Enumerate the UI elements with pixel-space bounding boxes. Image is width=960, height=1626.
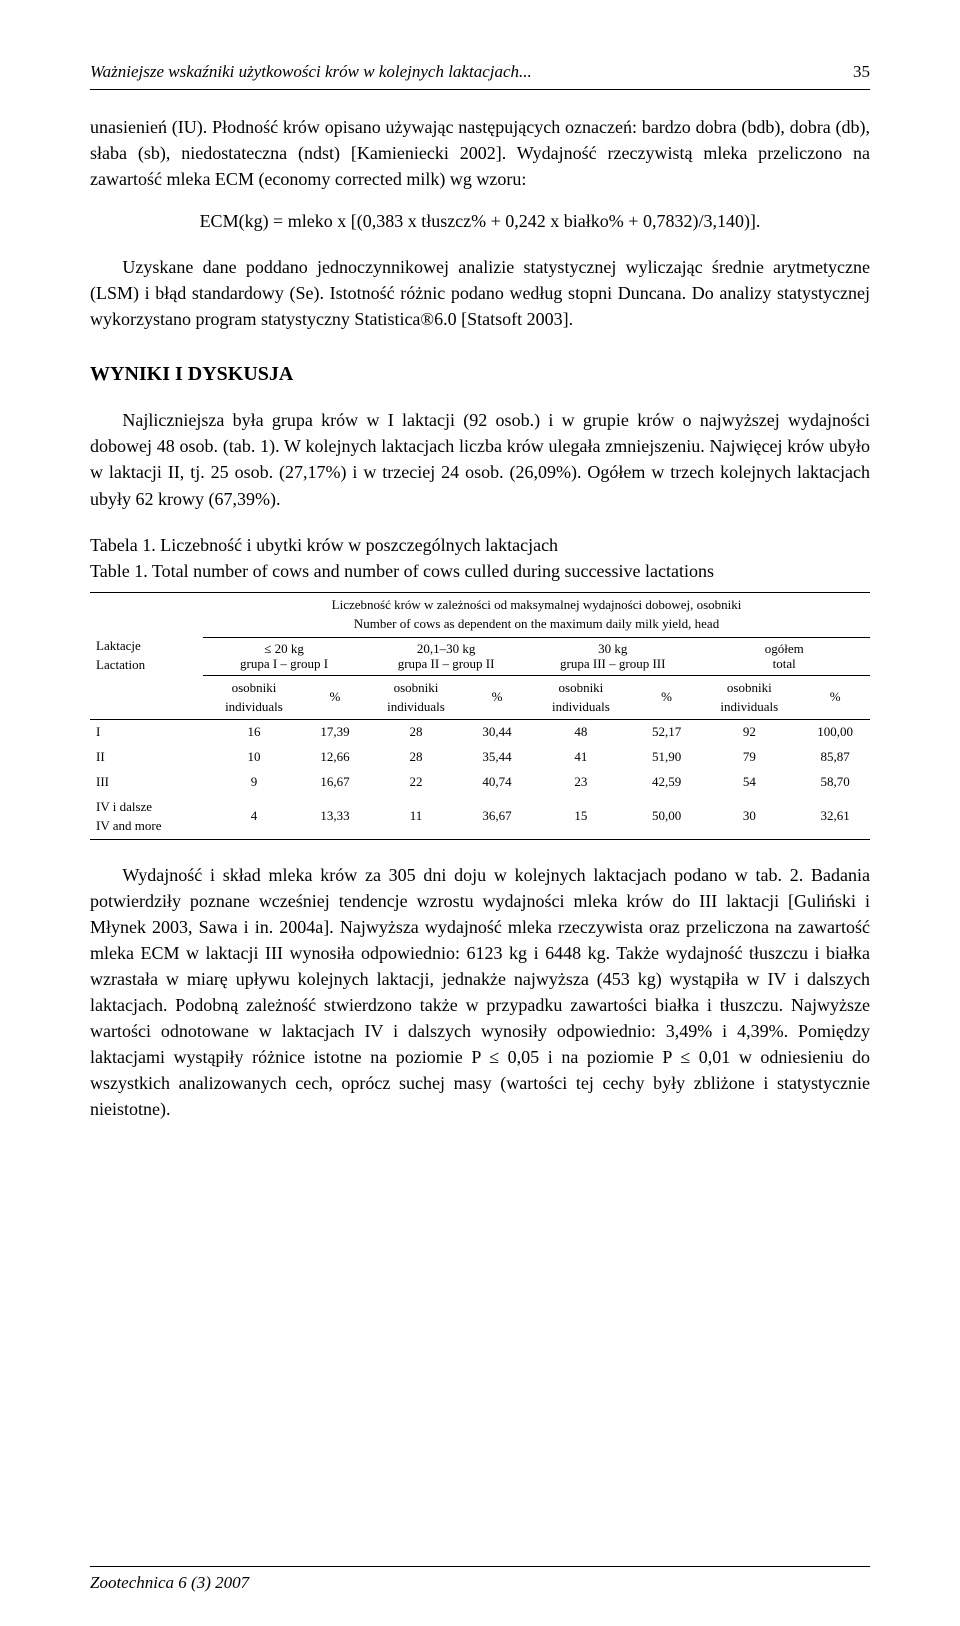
table1-subcol-pct: %	[467, 675, 527, 720]
table1-group-3: 30 kg grupa III – group III	[527, 637, 698, 675]
table-row: II 10 12,66 28 35,44 41 51,90 79 85,87	[90, 745, 870, 770]
page-number: 35	[853, 60, 870, 85]
table1-subcol: osobnikiindividuals	[698, 675, 800, 720]
table1-subcol: osobnikiindividuals	[527, 675, 635, 720]
table1-subcol-pct: %	[305, 675, 365, 720]
paragraph-2: Uzyskane dane poddano jednoczynnikowej a…	[90, 254, 870, 332]
table1-subcol: osobnikiindividuals	[365, 675, 467, 720]
table1-subcol-pct: %	[800, 675, 870, 720]
table-row: IV i dalsze IV and more 4 13,33 11 36,67…	[90, 795, 870, 839]
section-heading-results: WYNIKI I DYSKUSJA	[90, 360, 870, 389]
table1-group-1: ≤ 20 kg grupa I – group I	[203, 637, 365, 675]
paragraph-3: Najliczniejsza była grupa krów w I lakta…	[90, 407, 870, 511]
table-row: I 16 17,39 28 30,44 48 52,17 92 100,00	[90, 720, 870, 745]
footer-journal: Zootechnica 6 (3) 2007	[90, 1566, 870, 1596]
table1: Laktacje Lactation Liczebność krów w zal…	[90, 592, 870, 840]
table1-subcol: osobnikiindividuals	[203, 675, 305, 720]
table1-caption-pl: Tabela 1. Liczebność i ubytki krów w pos…	[90, 535, 558, 555]
table1-rowhead: Laktacje Lactation	[90, 592, 203, 720]
table1-group-2: 20,1–30 kg grupa II – group II	[365, 637, 527, 675]
paragraph-4: Wydajność i skład mleka krów za 305 dni …	[90, 862, 870, 1123]
paragraph-1: unasienień (IU). Płodność krów opisano u…	[90, 114, 870, 192]
table-row: III 9 16,67 22 40,74 23 42,59 54 58,70	[90, 770, 870, 795]
table1-caption-en: Table 1. Total number of cows and number…	[90, 561, 714, 581]
running-title: Ważniejsze wskaźniki użytkowości krów w …	[90, 60, 532, 85]
ecm-formula: ECM(kg) = mleko x [(0,383 x tłuszcz% + 0…	[90, 208, 870, 234]
running-header: Ważniejsze wskaźniki użytkowości krów w …	[90, 60, 870, 90]
table1-superheader: Liczebność krów w zależności od maksymal…	[203, 592, 870, 637]
table1-group-total: ogółem total	[698, 637, 870, 675]
table1-subcol-pct: %	[635, 675, 699, 720]
table1-caption: Tabela 1. Liczebność i ubytki krów w pos…	[90, 532, 870, 584]
